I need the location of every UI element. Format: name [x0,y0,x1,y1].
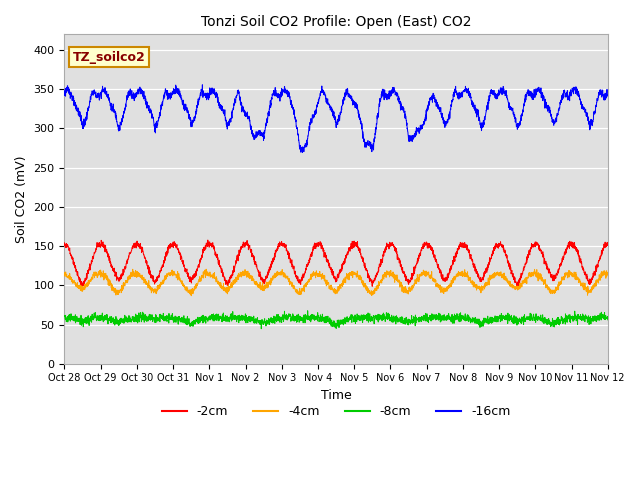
Text: TZ_soilco2: TZ_soilco2 [72,51,145,64]
Title: Tonzi Soil CO2 Profile: Open (East) CO2: Tonzi Soil CO2 Profile: Open (East) CO2 [201,15,471,29]
Y-axis label: Soil CO2 (mV): Soil CO2 (mV) [15,156,28,243]
Legend: -2cm, -4cm, -8cm, -16cm: -2cm, -4cm, -8cm, -16cm [157,400,516,423]
X-axis label: Time: Time [321,389,351,402]
